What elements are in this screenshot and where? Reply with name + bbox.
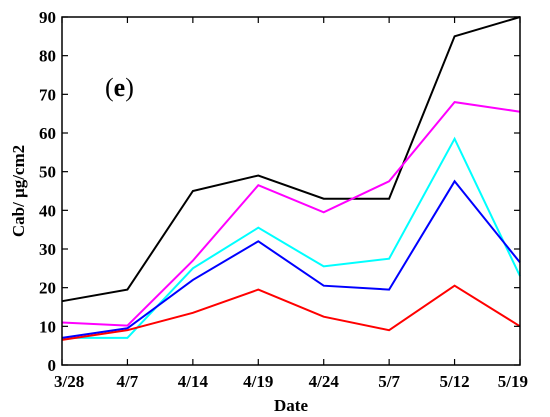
series-line-2 xyxy=(61,101,521,327)
x-tick-label: 4/14 xyxy=(178,372,209,391)
y-tick-label: 40 xyxy=(39,201,56,220)
panel-label: (e) xyxy=(105,73,134,102)
x-tick-label: 5/12 xyxy=(439,372,469,391)
y-tick-label: 70 xyxy=(39,85,56,104)
ticks-layer: 0 10 20 30 40 50 60 70 80 90 3/28 4/7 4/14 4/19 4/24 5/… xyxy=(39,8,528,391)
y-tick-label: 90 xyxy=(39,8,56,27)
y-tick-label: 20 xyxy=(39,279,56,298)
x-tick-label: 5/7 xyxy=(378,372,400,391)
x-tick-label: 5/19 xyxy=(498,372,528,391)
y-tick-label: 60 xyxy=(39,124,56,143)
x-tick-label: 4/19 xyxy=(243,372,273,391)
y-tick-label: 80 xyxy=(39,47,56,66)
y-tick-label: 10 xyxy=(39,317,56,336)
plot-frame xyxy=(61,16,521,366)
series-line-5 xyxy=(61,284,521,341)
y-tick-label: 0 xyxy=(48,356,57,375)
y-axis-title: Cab/ μg/cm2 xyxy=(9,145,28,237)
y-tick-label: 30 xyxy=(39,240,56,259)
x-tick-label: 4/24 xyxy=(309,372,340,391)
series-line-1 xyxy=(61,16,521,303)
y-tick-label: 50 xyxy=(39,163,56,182)
x-axis-title: Date xyxy=(274,396,308,415)
series-line-4 xyxy=(61,179,521,339)
series-line-3 xyxy=(62,136,521,339)
x-tick-label: 4/7 xyxy=(117,372,139,391)
x-tick-label: 3/28 xyxy=(54,372,84,391)
series-layer xyxy=(61,16,521,341)
